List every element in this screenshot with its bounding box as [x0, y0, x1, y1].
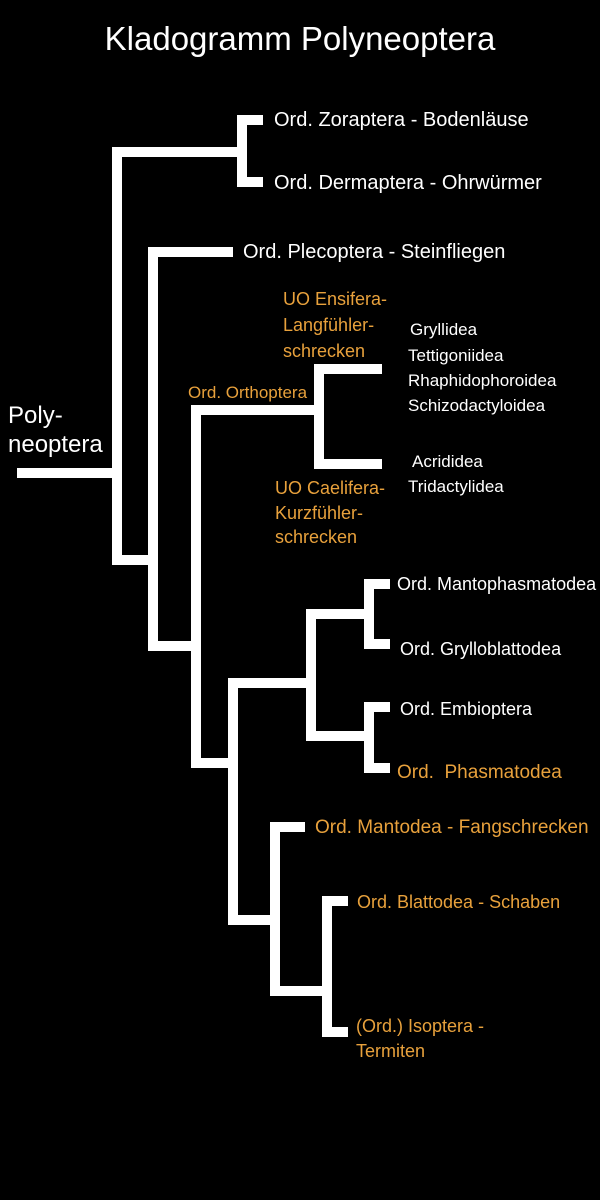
branch-ensifera-stub	[314, 364, 382, 374]
label-caelifera-line1: UO Caelifera-	[275, 478, 386, 498]
label-isoptera-line1: (Ord.) Isoptera -	[356, 1016, 485, 1036]
label-mantodea: Ord. Mantodea - Fangschrecken	[315, 817, 589, 838]
branch-orthoptera-horizontal	[191, 405, 324, 415]
label-embioptera: Ord. Embioptera	[400, 699, 533, 719]
branch-root-horizontal	[17, 468, 122, 478]
root-label-line2: neoptera	[8, 431, 103, 458]
label-dermaptera: Ord. Dermaptera - Ohrwürmer	[274, 172, 542, 194]
root-label-line1: Poly-	[8, 402, 63, 429]
branch-dictyoptera-vertical	[270, 822, 280, 996]
label-ensifera-line3: schrecken	[283, 341, 366, 361]
branch-isoptera-stub	[322, 1027, 348, 1037]
label-caelifera-line3: schrecken	[275, 527, 358, 547]
label-isoptera-line2: Termiten	[356, 1041, 426, 1061]
branch-mantophasmatodea-stub	[364, 579, 390, 589]
branch-to-blattodea-isoptera	[270, 986, 332, 996]
branch-embioptera-stub	[364, 702, 390, 712]
branch-zoraptera-clade-horizontal	[112, 147, 247, 157]
branch-to-inner-clade	[191, 758, 238, 768]
label-zoraptera: Ord. Zoraptera - Bodenläuse	[274, 109, 529, 131]
label-schizodactyloidea: Schizodactyloidea	[408, 396, 546, 415]
branch-zoraptera-stub	[237, 115, 263, 125]
branch-ensifera-caelifera-vertical	[314, 364, 324, 469]
label-caelifera-line2: Kurzfühler-	[275, 503, 364, 523]
branch-plecoptera-clade-vertical	[148, 247, 158, 651]
branch-main-to-plecoptera-clade	[112, 555, 158, 565]
branch-to-dictyoptera	[228, 915, 280, 925]
branch-grylloblattodea-clade-vertical	[306, 609, 316, 741]
label-plecoptera: Ord. Plecoptera - Steinfliegen	[243, 241, 506, 263]
label-tettigoniidea: Tettigoniidea	[408, 346, 504, 365]
label-rhaphidophoroidea: Rhaphidophoroidea	[408, 371, 557, 390]
label-tridactylidea: Tridactylidea	[408, 477, 504, 496]
label-grylloblattodea: Ord. Grylloblattodea	[400, 639, 562, 659]
branch-phasmatodea-stub	[364, 763, 390, 773]
branch-caelifera-stub	[314, 459, 382, 469]
label-gryllidea: Gryllidea	[410, 320, 478, 339]
branch-grylloblattodea-stub	[364, 639, 390, 649]
label-blattodea: Ord. Blattodea - Schaben	[357, 892, 561, 912]
branch-blattodea-isoptera-vertical	[322, 896, 332, 1037]
branch-blattodea-stub	[322, 896, 348, 906]
label-mantophasmatodea: Ord. Mantophasmatodea	[397, 574, 597, 594]
branch-orthoptera-clade-vertical	[191, 405, 201, 768]
branch-to-grylloblattodea-clade	[228, 678, 316, 688]
branch-dermaptera-stub	[237, 177, 263, 187]
branch-to-mantophasmatodea-pair	[306, 609, 374, 619]
branch-mantodea-stub	[270, 822, 305, 832]
label-ensifera-line2: Langfühler-	[283, 315, 375, 335]
label-phasmatodea: Ord. Phasmatodea	[397, 762, 562, 783]
label-orthoptera: Ord. Orthoptera	[188, 383, 308, 402]
branch-to-orthoptera-clade	[148, 641, 201, 651]
branch-to-embioptera-pair	[306, 731, 374, 741]
branch-inner-clade-vertical	[228, 678, 238, 925]
branch-main-vertical	[112, 147, 122, 565]
page-title: Kladogramm Polyneoptera	[104, 20, 496, 57]
label-ensifera-line1: UO Ensifera-	[283, 289, 388, 309]
branch-plecoptera-stub	[148, 247, 233, 257]
label-acrididea: Acrididea	[412, 452, 483, 471]
